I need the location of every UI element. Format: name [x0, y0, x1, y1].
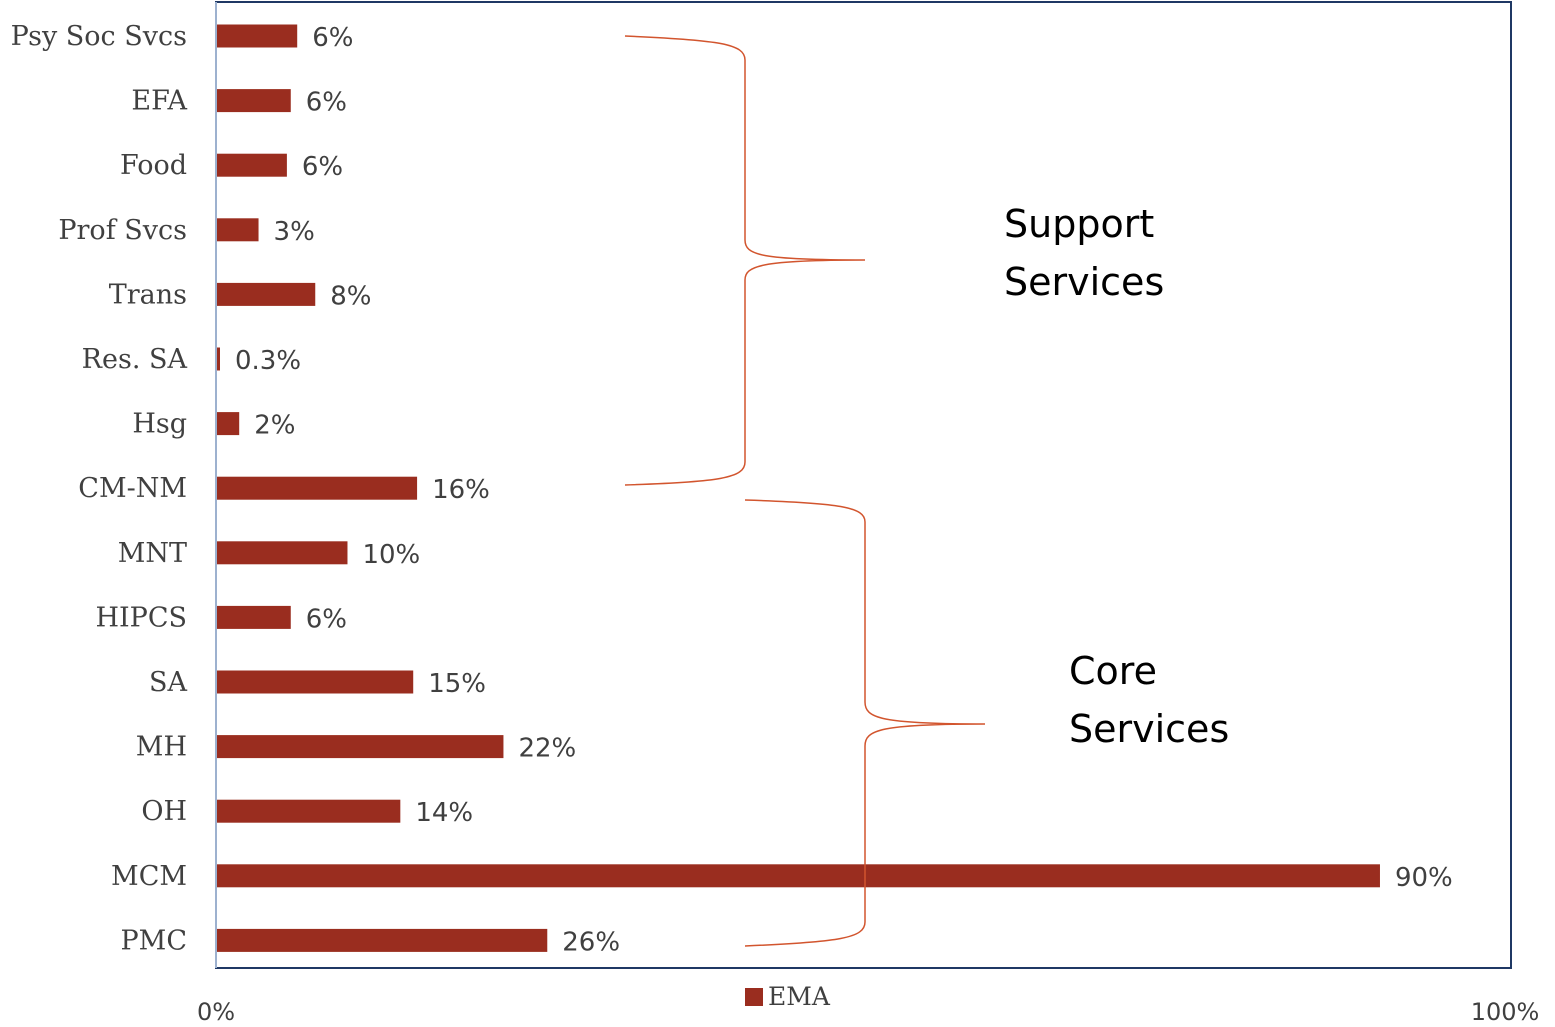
bar-hipcs: [217, 605, 291, 629]
value-labels: 6% 6% 6% 3% 8% 0.3% 2% 16% 10% 6% 15% 22% 14% 90% 26%: [235, 23, 1453, 957]
x-tick-label-min: 0%: [197, 998, 235, 1026]
value-label-pmc: 26%: [562, 927, 620, 957]
support-services-bracket: [624, 35, 866, 486]
value-label-psy-soc-svcs: 6%: [312, 23, 353, 53]
value-label-hipcs: 6%: [306, 604, 347, 634]
legend-label-ema: EMA: [768, 982, 831, 1011]
value-label-mh: 22%: [518, 734, 576, 764]
bar-sa: [217, 670, 414, 694]
value-label-efa: 6%: [306, 88, 347, 118]
core-services-label-line-1: Core: [1069, 649, 1157, 693]
value-label-sa: 15%: [428, 669, 486, 699]
bar-mh: [217, 735, 504, 759]
support-services-label-line-1: Support: [1004, 202, 1154, 246]
bars: [217, 24, 1380, 952]
bar-food: [217, 153, 287, 177]
x-tick-label-max: 100%: [1471, 998, 1540, 1026]
bar-mcm: [217, 864, 1380, 888]
category-label-res-sa: Res. SA: [82, 344, 188, 375]
category-label-mh: MH: [136, 732, 187, 763]
category-label-trans: Trans: [109, 279, 187, 310]
category-label-hipcs: HIPCS: [95, 602, 187, 633]
legend-swatch-ema: [745, 988, 763, 1006]
category-label-sa: SA: [149, 667, 187, 698]
value-label-oh: 14%: [415, 798, 473, 828]
category-label-mnt: MNT: [118, 538, 187, 569]
value-label-hsg: 2%: [254, 411, 295, 441]
bar-res-sa: [217, 347, 220, 371]
support-services-label-line-2: Services: [1004, 260, 1164, 304]
bar-efa: [217, 89, 291, 113]
value-label-trans: 8%: [330, 281, 371, 311]
core-services-label-line-2: Services: [1069, 707, 1229, 751]
bar-trans: [217, 282, 316, 306]
category-label-psy-soc-svcs: Psy Soc Svcs: [11, 21, 187, 52]
value-label-cm-nm: 16%: [432, 475, 490, 505]
category-label-efa: EFA: [131, 86, 187, 117]
core-services-bracket: [744, 499, 986, 947]
bar-oh: [217, 799, 401, 823]
bar-pmc: [217, 928, 548, 952]
category-label-mcm: MCM: [111, 861, 187, 892]
value-label-res-sa: 0.3%: [235, 346, 301, 376]
category-label-cm-nm: CM-NM: [78, 473, 187, 504]
category-label-hsg: Hsg: [132, 409, 187, 440]
value-label-food: 6%: [302, 152, 343, 182]
value-label-mnt: 10%: [362, 540, 420, 570]
bar-prof-svcs: [217, 218, 259, 242]
value-label-prof-svcs: 3%: [274, 217, 315, 247]
bar-hsg: [217, 412, 240, 436]
bar-cm-nm: [217, 476, 418, 500]
category-label-prof-svcs: Prof Svcs: [58, 215, 187, 246]
category-labels: Psy Soc Svcs EFA Food Prof Svcs Trans Res. SA…: [11, 21, 188, 956]
category-label-oh: OH: [141, 796, 187, 827]
category-label-pmc: PMC: [121, 925, 187, 956]
bar-mnt: [217, 541, 348, 565]
value-label-mcm: 90%: [1395, 863, 1453, 893]
bar-psy-soc-svcs: [217, 24, 298, 48]
category-label-food: Food: [120, 150, 187, 181]
